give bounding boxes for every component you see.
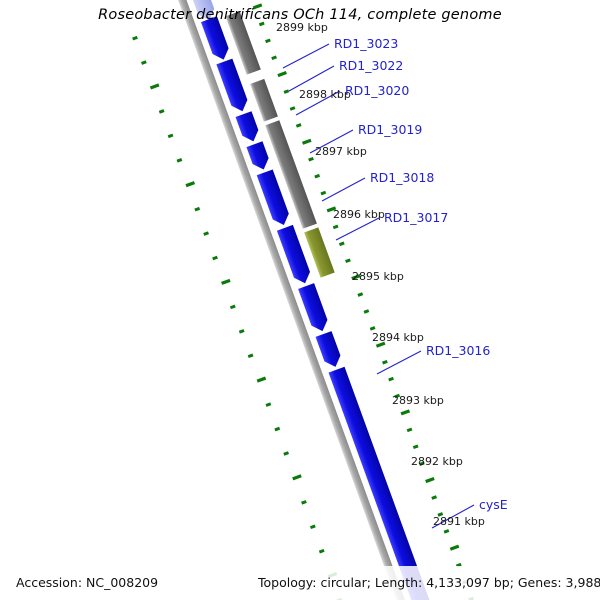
cds-feature[interactable] (246, 141, 271, 172)
cds-feature[interactable] (235, 111, 262, 144)
feature-ring-outer[interactable] (225, 11, 482, 600)
cds-feature[interactable] (298, 283, 330, 334)
gene-label-group[interactable]: RD1_3020 (295, 83, 409, 116)
status-bar: Accession: NC_008209 Topology: circular;… (0, 566, 600, 600)
outer-feature-bar[interactable] (250, 78, 278, 122)
leader-line (288, 65, 335, 92)
genome-backbone (165, 0, 429, 600)
leader-line (282, 43, 330, 69)
scale-label: 2896 kbp (333, 208, 385, 221)
scale-label: 2894 kbp (372, 331, 424, 344)
gene-label[interactable]: RD1_3018 (370, 170, 434, 185)
gene-label-group[interactable]: cysE (431, 497, 508, 529)
scale-label: 2893 kbp (392, 394, 444, 407)
scale-label-layer: 2899 kbp 2898 kbp 2897 kbp 2896 kbp 2895… (276, 21, 485, 528)
leader-line (295, 90, 341, 116)
outer-feature-bar[interactable] (265, 120, 317, 229)
page-title: Roseobacter denitrificans OCh 114, compl… (98, 7, 502, 23)
scale-label: 2892 kbp (411, 455, 463, 468)
cds-feature[interactable] (180, 0, 217, 23)
gene-label-group[interactable]: RD1_3019 (309, 122, 422, 154)
leader-line (431, 504, 475, 529)
outer-feature-bar[interactable] (225, 11, 261, 75)
cds-feature[interactable] (328, 366, 438, 600)
gene-label[interactable]: RD1_3020 (345, 83, 409, 98)
gene-label[interactable]: RD1_3017 (384, 210, 448, 225)
gene-label-group[interactable]: RD1_3016 (376, 343, 490, 375)
gene-label-group[interactable]: RD1_3018 (321, 170, 434, 202)
gene-label-layer[interactable]: RD1_3023 RD1_3022 RD1_3020 RD1_3019 RD1_… (282, 36, 508, 529)
leader-line (309, 129, 354, 154)
cds-feature[interactable] (216, 58, 250, 115)
scale-label: 2891 kbp (433, 515, 485, 528)
leader-line (376, 350, 422, 375)
cds-feature[interactable] (315, 331, 344, 370)
accession-label: Accession: NC_008209 (16, 575, 159, 590)
gene-label-group[interactable]: RD1_3017 (335, 210, 448, 241)
gene-label-group[interactable]: RD1_3023 (282, 36, 398, 69)
gene-label[interactable]: RD1_3019 (358, 122, 422, 137)
gene-label-group[interactable]: RD1_3022 (288, 58, 403, 92)
cds-feature[interactable] (276, 224, 313, 286)
scale-label: 2898 kbp (299, 88, 351, 101)
leader-line (335, 217, 380, 241)
cds-feature[interactable] (200, 16, 232, 62)
gene-label[interactable]: RD1_3022 (339, 58, 403, 73)
scale-label: 2895 kbp (352, 270, 404, 283)
cds-feature[interactable] (256, 169, 292, 227)
gene-label[interactable]: RD1_3023 (334, 36, 398, 51)
leader-line (321, 177, 366, 202)
scale-label: 2897 kbp (315, 145, 367, 158)
gene-label[interactable]: cysE (479, 497, 508, 512)
genome-info-label: Topology: circular; Length: 4,133,097 bp… (258, 575, 600, 590)
inner-tick-marks (132, 35, 343, 600)
cds-feature-ring-inner[interactable] (180, 0, 461, 600)
outer-feature-bar[interactable] (304, 227, 335, 278)
scale-label: 2899 kbp (276, 21, 328, 34)
gene-label[interactable]: RD1_3016 (426, 343, 490, 358)
